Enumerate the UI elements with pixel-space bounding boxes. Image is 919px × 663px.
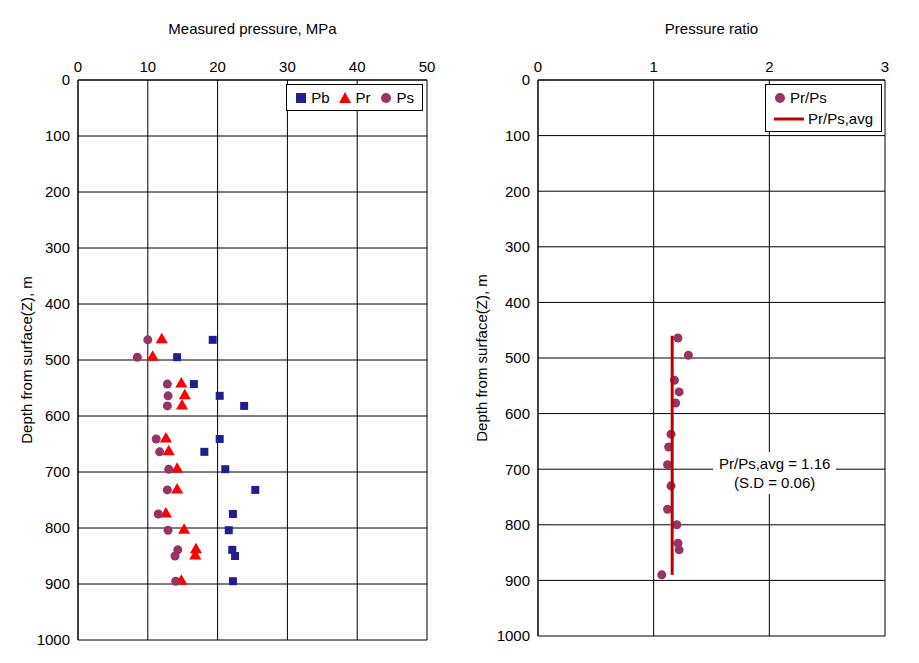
html-text:Pr/Ps: Pr/Ps bbox=[790, 89, 827, 106]
svg-text:Depth from surface(Z), m: Depth from surface(Z), m bbox=[473, 274, 490, 442]
svg-text:Measured pressure, MPa: Measured pressure, MPa bbox=[168, 20, 337, 37]
svg-text:500: 500 bbox=[505, 349, 530, 366]
svg-text:300: 300 bbox=[45, 239, 70, 256]
html-text:(S.D = 0.06): (S.D = 0.06) bbox=[734, 474, 816, 491]
svg-text:800: 800 bbox=[45, 519, 70, 536]
svg-text:600: 600 bbox=[45, 407, 70, 424]
svg-text:1000: 1000 bbox=[37, 631, 70, 648]
svg-text:Depth from surface(Z), m: Depth from surface(Z), m bbox=[18, 276, 35, 444]
svg-text:3: 3 bbox=[881, 58, 889, 75]
svg-text:400: 400 bbox=[505, 294, 530, 311]
svg-text:100: 100 bbox=[505, 127, 530, 144]
svg-text:700: 700 bbox=[45, 463, 70, 480]
svg-text:100: 100 bbox=[45, 127, 70, 144]
svg-text:1: 1 bbox=[649, 58, 657, 75]
svg-text:700: 700 bbox=[505, 461, 530, 478]
svg-text:200: 200 bbox=[505, 183, 530, 200]
svg-text:400: 400 bbox=[45, 295, 70, 312]
svg-text:40: 40 bbox=[349, 58, 366, 75]
svg-text:10: 10 bbox=[139, 58, 156, 75]
html-text:Pb: Pb bbox=[311, 89, 330, 106]
svg-text:1000: 1000 bbox=[497, 627, 530, 644]
svg-text:200: 200 bbox=[45, 183, 70, 200]
svg-text:2: 2 bbox=[765, 58, 773, 75]
svg-text:900: 900 bbox=[505, 572, 530, 589]
html-text:Pr/Ps,avg = 1.16: Pr/Ps,avg = 1.16 bbox=[719, 455, 831, 472]
html-text:Pr: Pr bbox=[355, 89, 371, 106]
svg-text:800: 800 bbox=[505, 516, 530, 533]
svg-text:Pressure ratio: Pressure ratio bbox=[665, 20, 758, 37]
html-text:Ps: Ps bbox=[396, 89, 414, 106]
svg-text:20: 20 bbox=[209, 58, 226, 75]
svg-text:50: 50 bbox=[419, 58, 436, 75]
svg-text:900: 900 bbox=[45, 575, 70, 592]
svg-text:300: 300 bbox=[505, 238, 530, 255]
svg-text:500: 500 bbox=[45, 351, 70, 368]
svg-text:0: 0 bbox=[522, 71, 530, 88]
svg-text:30: 30 bbox=[279, 58, 296, 75]
svg-text:0: 0 bbox=[74, 58, 82, 75]
svg-text:600: 600 bbox=[505, 405, 530, 422]
html-text:Pr/Ps,avg: Pr/Ps,avg bbox=[808, 110, 873, 127]
svg-text:0: 0 bbox=[62, 71, 70, 88]
svg-text:0: 0 bbox=[534, 58, 542, 75]
